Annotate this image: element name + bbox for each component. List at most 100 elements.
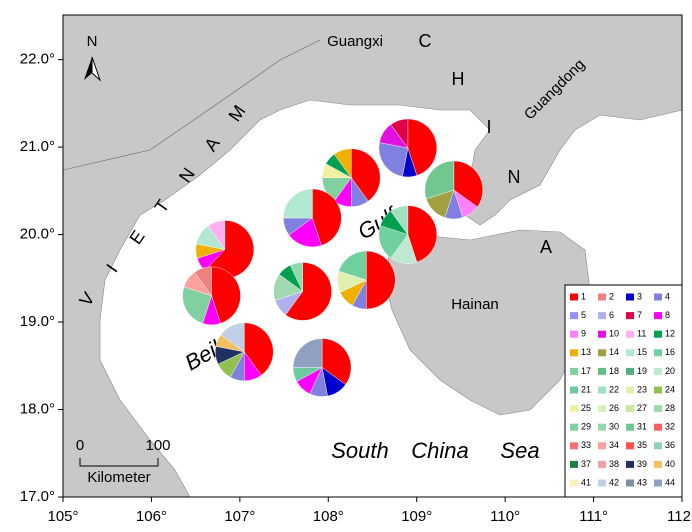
legend-swatch — [654, 405, 662, 413]
legend-swatch — [626, 312, 634, 320]
legend-label: 22 — [609, 384, 619, 394]
pie — [195, 220, 254, 279]
arrow-left — [84, 57, 92, 80]
legend-label: 30 — [609, 422, 619, 432]
pie — [378, 118, 438, 178]
legend-swatch — [570, 442, 578, 450]
legend-swatch — [570, 330, 578, 338]
legend-label: 9 — [581, 329, 586, 339]
pie-slice — [290, 262, 303, 292]
legend-swatch — [598, 423, 606, 431]
legend-label: 10 — [609, 329, 619, 339]
legend-swatch — [626, 423, 634, 431]
legend-swatch — [626, 386, 634, 394]
y-tick-label: 18.0° — [20, 400, 55, 417]
legend-label: 43 — [637, 477, 647, 487]
legend-label: 42 — [609, 477, 619, 487]
legend-swatch — [654, 423, 662, 431]
legend-swatch — [598, 479, 606, 487]
hainan-island — [384, 229, 591, 416]
legend-swatch — [626, 479, 634, 487]
legend-swatch — [598, 405, 606, 413]
legend-label: 12 — [665, 329, 675, 339]
y-tick-label: 19.0° — [20, 313, 55, 330]
legend-label: 2 — [609, 291, 614, 301]
legend-label: 35 — [637, 440, 647, 450]
north-label: N — [87, 33, 98, 50]
legend-label: 3 — [637, 291, 642, 301]
pie-slice — [424, 160, 455, 200]
legend-swatch — [654, 479, 662, 487]
legend-label: 31 — [637, 422, 647, 432]
legend-swatch — [626, 330, 634, 338]
legend-label: 24 — [665, 384, 675, 394]
legend-label: 21 — [581, 384, 591, 394]
legend-label: 17 — [581, 366, 591, 376]
scale-tick-label: 0 — [76, 437, 84, 454]
x-tick-label: 106° — [136, 508, 167, 525]
legend-label: 18 — [609, 366, 619, 376]
china-letter: C — [419, 31, 432, 51]
pie-slice — [288, 217, 322, 248]
pie — [378, 205, 438, 264]
legend-label: 44 — [665, 477, 675, 487]
pie — [283, 188, 342, 248]
legend-swatch — [570, 367, 578, 375]
legend-swatch — [570, 479, 578, 487]
place-label: Sea — [500, 438, 539, 463]
legend-swatch — [598, 386, 606, 394]
x-tick-label: 112° — [667, 508, 692, 525]
legend-swatch — [626, 460, 634, 468]
legend-label: 36 — [665, 440, 675, 450]
legend-swatch — [570, 460, 578, 468]
pie-slice — [378, 142, 409, 177]
legend-swatch — [654, 386, 662, 394]
pie — [182, 266, 241, 325]
legend-swatch — [654, 312, 662, 320]
legend-swatch — [654, 293, 662, 301]
legend-swatch — [598, 349, 606, 357]
legend-label: 27 — [637, 403, 647, 413]
y-tick-label: 22.0° — [20, 51, 55, 68]
legend-label: 5 — [581, 310, 586, 320]
legend-swatch — [598, 293, 606, 301]
legend-box — [564, 284, 683, 498]
pie-slice — [182, 286, 212, 324]
legend-label: 1 — [581, 291, 586, 301]
legend-swatch — [570, 312, 578, 320]
china-letter: A — [540, 237, 552, 257]
china-letter: N — [508, 167, 521, 187]
legend-swatch — [626, 293, 634, 301]
legend-label: 15 — [637, 347, 647, 357]
legend-swatch — [654, 442, 662, 450]
legend-swatch — [598, 330, 606, 338]
legend-swatch — [598, 367, 606, 375]
scale-bar — [79, 458, 159, 467]
china-letter: I — [486, 117, 491, 137]
pie-slice — [321, 338, 352, 385]
pie-slice — [390, 205, 409, 236]
legend-swatch — [598, 312, 606, 320]
pie-slice — [407, 205, 438, 263]
legend-label: 25 — [581, 403, 591, 413]
legend-label: 23 — [637, 384, 647, 394]
legend-label: 16 — [665, 347, 675, 357]
legend-label: 37 — [581, 459, 591, 469]
china-letter: H — [452, 69, 465, 89]
legend-label: 41 — [581, 477, 591, 487]
legend-label: 19 — [637, 366, 647, 376]
pie-slice — [407, 118, 438, 176]
legend-label: 26 — [609, 403, 619, 413]
north-arrow: N — [84, 33, 102, 82]
pie — [337, 250, 396, 310]
legend-label: 11 — [637, 329, 646, 339]
legend-label: 32 — [665, 422, 675, 432]
pie — [292, 338, 352, 397]
pie-slice — [244, 322, 274, 376]
legend-label: 29 — [581, 422, 591, 432]
pie-slice — [207, 220, 226, 251]
y-tick-label: 20.0° — [20, 226, 55, 243]
legend-label: 33 — [581, 440, 591, 450]
place-label: China — [411, 438, 468, 463]
pie-slice — [351, 148, 381, 202]
